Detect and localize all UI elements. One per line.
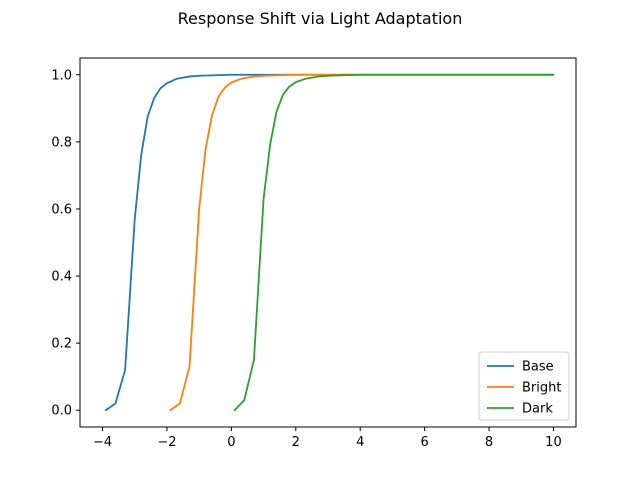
y-tick-label: 0.0 xyxy=(51,404,72,419)
x-tick-label: 4 xyxy=(356,435,364,450)
x-tick-label: 2 xyxy=(292,435,300,450)
y-tick-label: 0.8 xyxy=(51,135,72,150)
ticks-layer: −4 −2 0 2 4 6 8 10 0.0 0.2 0.4 0.6 0.8 1.0 xyxy=(51,68,561,450)
y-tick-label: 0.6 xyxy=(51,202,72,217)
x-tick-label: 6 xyxy=(420,435,428,450)
legend-label-dark: Dark xyxy=(522,402,553,417)
legend-label-bright: Bright xyxy=(522,381,561,396)
series-layer xyxy=(104,73,555,412)
y-tick-label: 0.2 xyxy=(51,337,72,352)
y-tick-label: 1.0 xyxy=(51,68,72,83)
x-tick-label: −4 xyxy=(93,435,112,450)
legend: Base Bright Dark xyxy=(478,351,570,421)
x-tick-label: 10 xyxy=(545,435,562,450)
y-tick-label: 0.4 xyxy=(51,270,72,285)
x-tick-label: 0 xyxy=(227,435,235,450)
series-line-dark xyxy=(233,73,555,412)
x-tick-label: 8 xyxy=(485,435,493,450)
plot-frame xyxy=(79,57,577,428)
legend-box xyxy=(478,351,570,421)
x-tick-label: −2 xyxy=(157,435,176,450)
legend-label-base: Base xyxy=(522,360,554,375)
chart-title: Response Shift via Light Adaptation xyxy=(178,9,463,28)
